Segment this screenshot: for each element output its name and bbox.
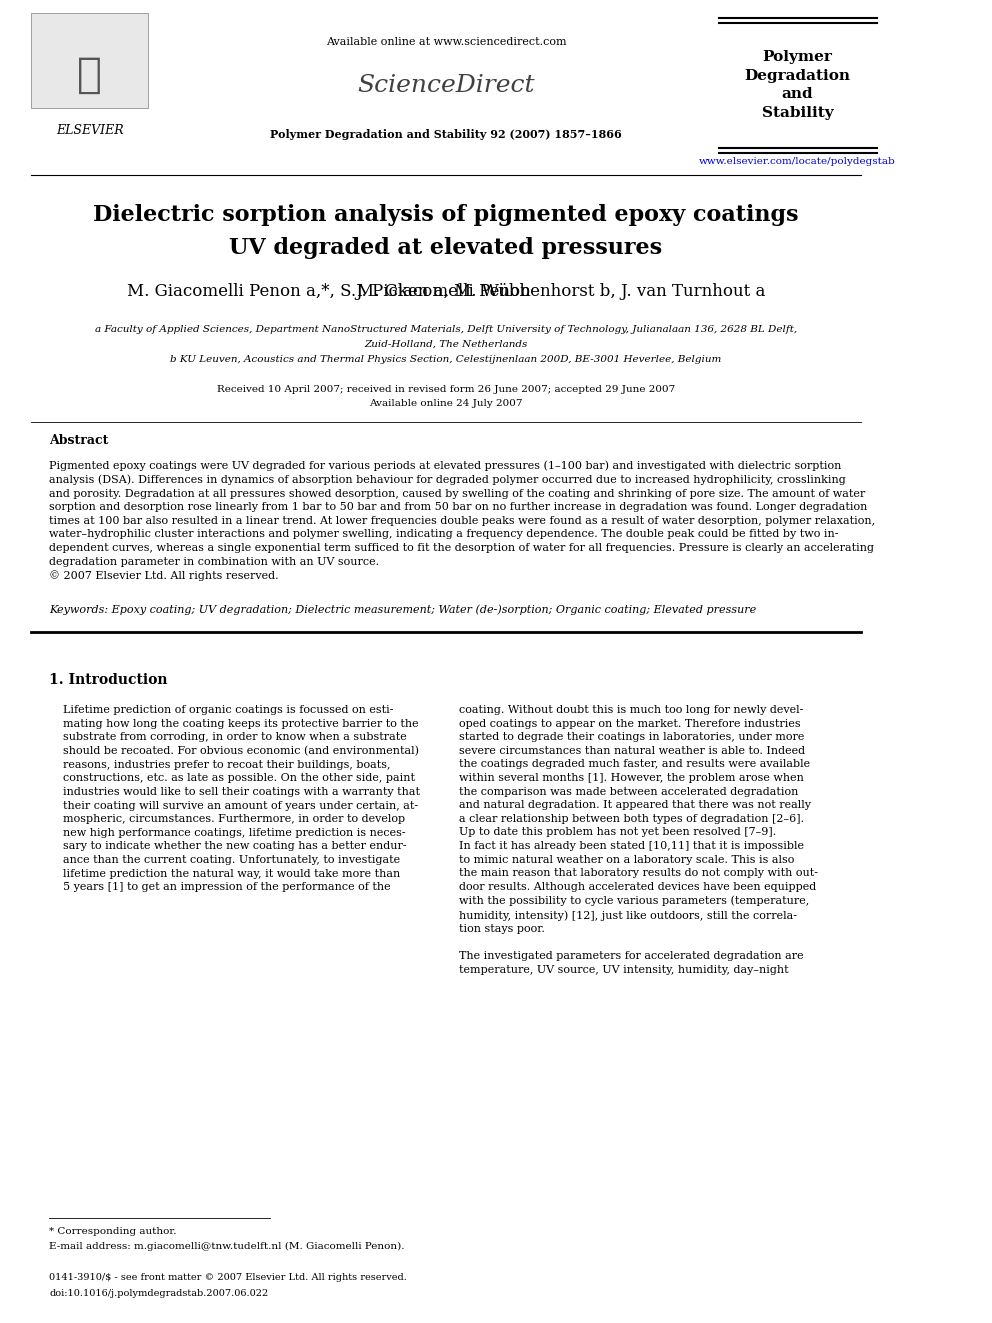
Text: M. Giacomelli Penon: M. Giacomelli Penon xyxy=(356,283,536,300)
Text: Abstract: Abstract xyxy=(50,434,109,446)
Text: 1. Introduction: 1. Introduction xyxy=(50,673,168,687)
Text: a Faculty of Applied Sciences, Department NanoStructured Materials, Delft Univer: a Faculty of Applied Sciences, Departmen… xyxy=(95,325,798,335)
Text: UV degraded at elevated pressures: UV degraded at elevated pressures xyxy=(229,237,663,259)
Text: b KU Leuven, Acoustics and Thermal Physics Section, Celestijnenlaan 200D, BE-300: b KU Leuven, Acoustics and Thermal Physi… xyxy=(171,356,722,365)
Text: Polymer
Degradation
and
Stability: Polymer Degradation and Stability xyxy=(745,50,850,119)
Text: 🌿: 🌿 xyxy=(77,54,102,97)
Text: Zuid-Holland, The Netherlands: Zuid-Holland, The Netherlands xyxy=(364,340,528,348)
Text: Received 10 April 2007; received in revised form 26 June 2007; accepted 29 June : Received 10 April 2007; received in revi… xyxy=(217,385,676,394)
Text: doi:10.1016/j.polymdegradstab.2007.06.022: doi:10.1016/j.polymdegradstab.2007.06.02… xyxy=(50,1289,269,1298)
Text: ELSEVIER: ELSEVIER xyxy=(57,123,124,136)
Text: Lifetime prediction of organic coatings is focussed on esti-
mating how long the: Lifetime prediction of organic coatings … xyxy=(62,705,420,892)
Text: Keywords: Epoxy coating; UV degradation; Dielectric measurement; Water (de-)sorp: Keywords: Epoxy coating; UV degradation;… xyxy=(50,605,757,615)
Text: E-mail address: m.giacomelli@tnw.tudelft.nl (M. Giacomelli Penon).: E-mail address: m.giacomelli@tnw.tudelft… xyxy=(50,1241,405,1250)
Text: Polymer Degradation and Stability 92 (2007) 1857–1866: Polymer Degradation and Stability 92 (20… xyxy=(270,130,622,140)
Text: Available online at www.sciencedirect.com: Available online at www.sciencedirect.co… xyxy=(325,37,566,48)
Text: ScienceDirect: ScienceDirect xyxy=(357,74,535,97)
FancyBboxPatch shape xyxy=(32,13,149,108)
Text: coating. Without doubt this is much too long for newly devel-
oped coatings to a: coating. Without doubt this is much too … xyxy=(458,705,817,975)
Text: * Corresponding author.: * Corresponding author. xyxy=(50,1228,177,1237)
Text: M. Giacomelli Penon a,*, S.J. Picken a, M. Wübbenhorst b, J. van Turnhout a: M. Giacomelli Penon a,*, S.J. Picken a, … xyxy=(127,283,765,300)
Text: Pigmented epoxy coatings were UV degraded for various periods at elevated pressu: Pigmented epoxy coatings were UV degrade… xyxy=(50,460,876,581)
Text: 0141-3910/$ - see front matter © 2007 Elsevier Ltd. All rights reserved.: 0141-3910/$ - see front matter © 2007 El… xyxy=(50,1274,408,1282)
Text: Dielectric sorption analysis of pigmented epoxy coatings: Dielectric sorption analysis of pigmente… xyxy=(93,204,799,226)
Text: www.elsevier.com/locate/polydegstab: www.elsevier.com/locate/polydegstab xyxy=(699,157,896,167)
Text: Available online 24 July 2007: Available online 24 July 2007 xyxy=(369,400,523,409)
